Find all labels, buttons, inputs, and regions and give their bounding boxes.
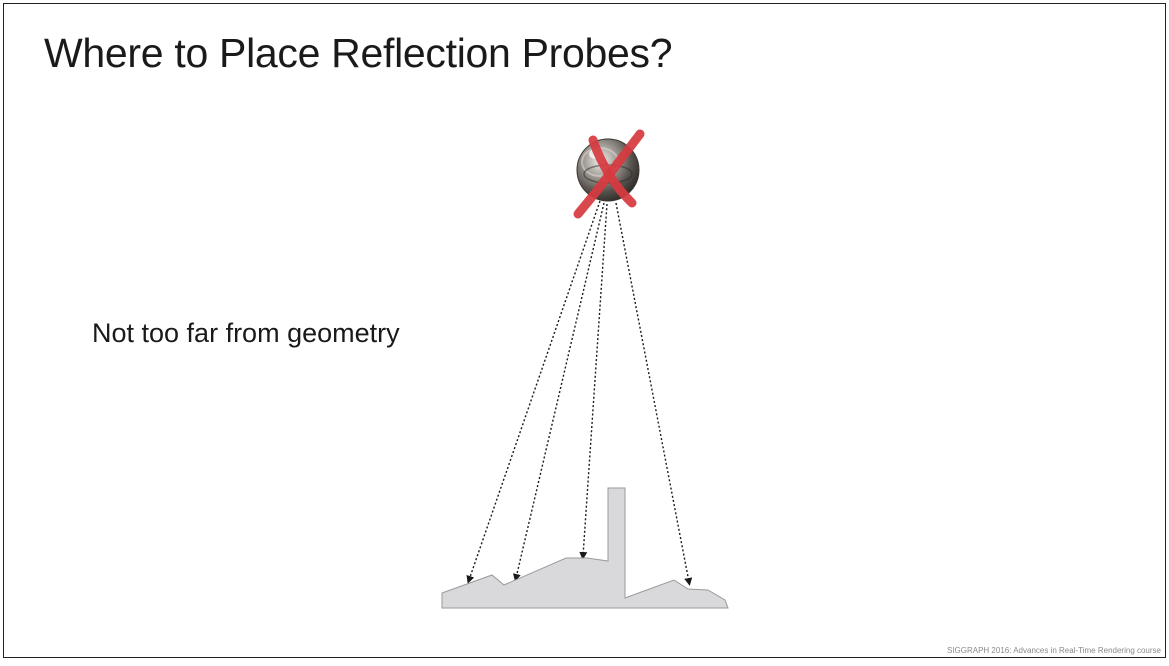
- bullet-text: Not too far from geometry: [92, 318, 400, 348]
- probe-diagram: [441, 129, 729, 609]
- footer-credit: SIGGRAPH 2016: Advances in Real-Time Ren…: [946, 646, 1161, 655]
- ray-arrow: [513, 202, 605, 582]
- red-x-icon: [573, 129, 645, 219]
- ray-arrow: [579, 203, 608, 560]
- slide: Where to Place Reflection Probes? Not to…: [3, 3, 1166, 658]
- scene-geometry: [441, 487, 729, 609]
- slide-title: Where to Place Reflection Probes?: [44, 30, 673, 76]
- ray-arrow: [466, 200, 601, 584]
- ray-arrow: [615, 202, 693, 586]
- reflection-rays: [466, 200, 693, 586]
